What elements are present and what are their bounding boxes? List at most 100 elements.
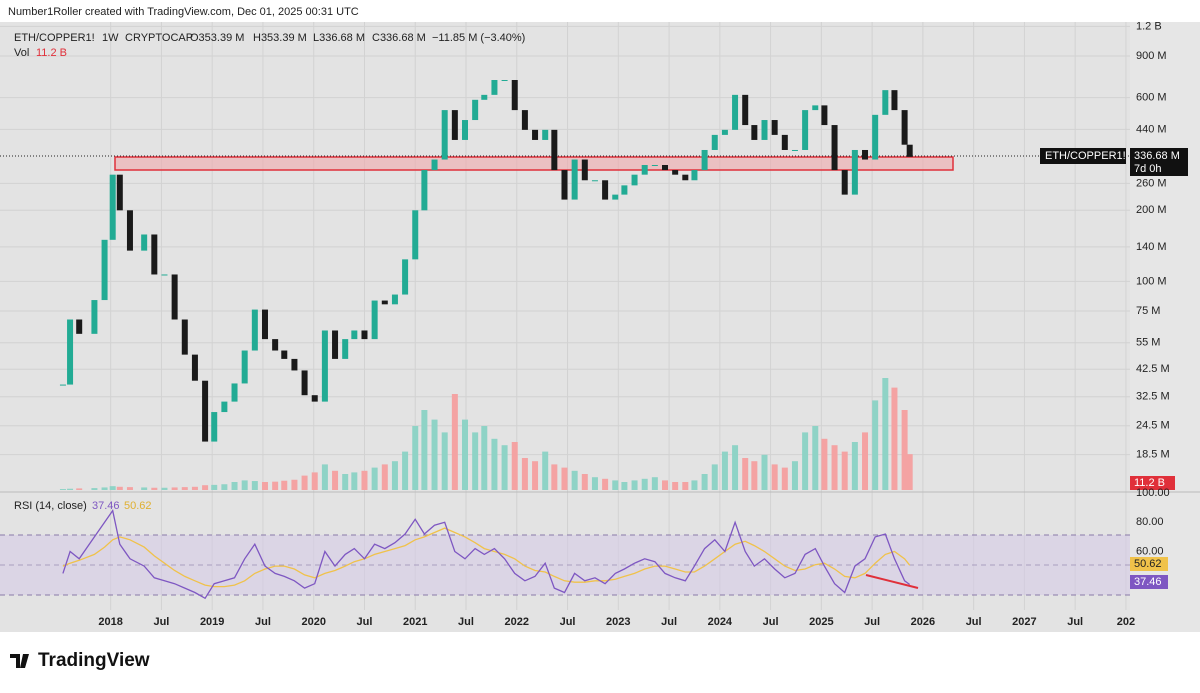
x-tick-label: 202 (1117, 616, 1135, 628)
volume-bar (202, 485, 209, 490)
x-tick-label: Jul (153, 616, 169, 628)
candle (381, 300, 388, 305)
candle (771, 120, 778, 135)
change: −11.85 M (−3.40%) (432, 32, 525, 44)
y-tick-label: 55 M (1136, 337, 1160, 349)
x-tick-label: 2020 (301, 616, 325, 628)
volume-bar (116, 486, 123, 490)
candle (711, 134, 718, 150)
volume-bar (151, 487, 158, 490)
volume-bar (781, 467, 788, 490)
volume-bar (381, 464, 388, 490)
symbol-tag-bg (1040, 148, 1126, 164)
volume-bar (551, 464, 558, 490)
candle (101, 239, 108, 301)
volume-bar (332, 470, 339, 490)
volume-bar (641, 478, 648, 490)
symbol-tag: ETH/COPPER1! (1045, 150, 1126, 162)
candle (551, 129, 558, 171)
volume-bar (542, 451, 549, 490)
volume-bar (361, 470, 368, 490)
rsi-line (62, 508, 911, 600)
volume-bar (821, 438, 828, 490)
volume-bar (831, 445, 838, 490)
rsi-ma-tag: 50.62 (1134, 558, 1162, 570)
y-tick-label: 900 M (1136, 50, 1167, 62)
rsi-ma-value: 50.62 (124, 500, 152, 512)
x-tick-label: 2023 (606, 616, 630, 628)
volume-bar (691, 480, 698, 490)
volume-bar (351, 472, 358, 490)
candle (261, 309, 268, 340)
candle (691, 170, 698, 181)
candle (441, 110, 448, 160)
candle (221, 401, 228, 413)
x-tick-label: 2026 (911, 616, 935, 628)
candle (402, 259, 409, 295)
volume-bar (662, 480, 669, 490)
vol-value: 11.2 B (36, 47, 67, 59)
candle (841, 170, 848, 195)
candle (791, 149, 798, 151)
rsi-label: RSI (14, close) (14, 500, 87, 512)
interval: 1W (102, 32, 119, 44)
volume-bar (872, 400, 879, 490)
candle (472, 99, 479, 121)
ohlc-open: O353.39 M (190, 32, 244, 44)
volume-bar (742, 458, 749, 490)
volume-bar (532, 461, 539, 490)
candle (781, 134, 788, 150)
candle (141, 234, 148, 251)
candle (461, 120, 468, 140)
candle (272, 339, 279, 351)
candle (171, 274, 178, 320)
candle (641, 164, 648, 175)
y-tick-label: 32.5 M (1136, 391, 1170, 403)
volume-bar (481, 426, 488, 490)
candle (116, 174, 123, 211)
candle (891, 90, 898, 111)
axis-bg (1130, 22, 1200, 632)
volume-bar (561, 467, 568, 490)
y-tick-label: 440 M (1136, 123, 1167, 135)
rsi-value: 37.46 (92, 500, 120, 512)
volume-bar (241, 480, 248, 490)
volume-bar (451, 394, 458, 490)
x-tick-label: Jul (864, 616, 880, 628)
chart-bg (0, 22, 1200, 632)
volume-bar (181, 487, 188, 490)
y-tick-label: 260 M (1136, 177, 1167, 189)
volume-bar (511, 442, 518, 490)
volume-bar (301, 475, 308, 490)
candle (882, 90, 889, 115)
volume-bar (261, 482, 268, 490)
candle (831, 125, 838, 171)
volume-bar (91, 488, 98, 490)
candle (631, 174, 638, 186)
x-tick-label: 2025 (809, 616, 833, 628)
x-tick-label: Jul (255, 616, 271, 628)
symbol: ETH/COPPER1! (14, 32, 95, 44)
volume-bar (891, 387, 898, 490)
x-tick-label: 2024 (708, 616, 733, 628)
volume-bar (732, 445, 739, 490)
candle (651, 164, 658, 166)
volume-bar (862, 432, 869, 490)
y-tick-label: 600 M (1136, 91, 1167, 103)
x-tick-label: 2019 (200, 616, 224, 628)
volume-bar (602, 478, 609, 490)
volume-bar (711, 464, 718, 490)
candle (732, 94, 739, 130)
volume-bar (682, 482, 689, 490)
vol-tag: 11.2 B (1134, 477, 1165, 489)
candle (231, 383, 238, 402)
x-tick-label: Jul (1067, 616, 1083, 628)
volume-bar (101, 487, 108, 490)
candle (621, 185, 628, 195)
candle (612, 194, 619, 200)
candle (412, 210, 419, 260)
resistance-zone (114, 156, 954, 171)
candle (571, 159, 578, 200)
y-tick-label: 24.5 M (1136, 420, 1170, 432)
candle (662, 164, 669, 171)
